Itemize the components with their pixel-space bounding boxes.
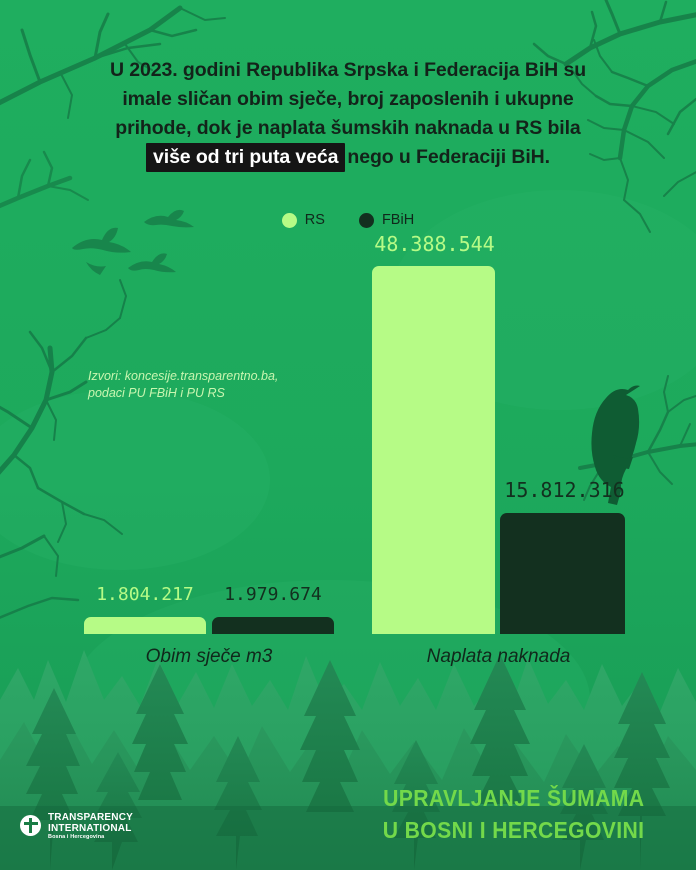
- transparency-international-logo[interactable]: TRANSPARENCY INTERNATIONAL Bosna i Herce…: [20, 812, 133, 841]
- footer-title-line-1: UPRAVLJANJE ŠUMAMA: [382, 785, 644, 811]
- bar-value-naplata-rs: 48.388.544: [374, 232, 495, 256]
- legend-dot-fbih-icon: [358, 212, 374, 228]
- footer-title: UPRAVLJANJE ŠUMAMA U BOSNI I HERCEGOVINI: [360, 782, 644, 846]
- legend-label-rs: RS: [304, 212, 325, 228]
- bar-value-naplata-fbih: 15.812.316: [504, 478, 625, 502]
- headline-line-4: više od tri puta veća nego u Federaciji B…: [50, 143, 646, 172]
- bar-value-obim-fbih: 1.979.674: [224, 584, 322, 605]
- category-label-naplata: Naplata naknada: [426, 646, 571, 667]
- legend-item-fbih[interactable]: FBiH: [358, 212, 415, 228]
- headline-line-3: prihode, dok je naplata šumskih naknada …: [115, 117, 581, 139]
- ti-emblem-icon: [20, 815, 41, 837]
- category-label-obim: Obim sječe m3: [145, 646, 273, 667]
- legend-label-fbih: FBiH: [381, 212, 415, 228]
- bar-value-obim-rs: 1.804.217: [96, 584, 194, 605]
- legend-item-rs[interactable]: RS: [281, 212, 325, 228]
- headline-line-2: imale sličan obim sječe, broj zaposlenih…: [122, 88, 574, 110]
- headline-line-1: U 2023. godini Republika Srpska i Federa…: [109, 59, 587, 81]
- bar-obim-rs[interactable]: [84, 617, 206, 634]
- logo-line-2: INTERNATIONAL: [48, 822, 132, 834]
- ti-wordmark: TRANSPARENCY INTERNATIONAL Bosna i Herce…: [48, 812, 133, 841]
- bar-obim-fbih[interactable]: [212, 617, 334, 634]
- footer-title-line-2: U BOSNI I HERCEGOVINI: [382, 817, 644, 843]
- chart-legend: RS FBiH: [0, 212, 696, 228]
- headline-line-4-rest: nego u Federaciji BiH.: [347, 146, 550, 168]
- bar-naplata-rs[interactable]: [372, 266, 495, 634]
- headline: U 2023. godini Republika Srpska i Federa…: [50, 56, 646, 172]
- logo-line-1: TRANSPARENCY: [48, 811, 133, 823]
- source-line-2: podaci PU FBiH i PU RS: [88, 386, 225, 400]
- source-line-1: Izvori: koncesije.transparentno.ba,: [88, 369, 279, 383]
- headline-highlight: više od tri puta veća: [146, 143, 346, 172]
- logo-line-3: Bosna i Hercegovina: [48, 833, 105, 840]
- bar-naplata-fbih[interactable]: [500, 513, 625, 634]
- source-note: Izvori: koncesije.transparentno.ba, poda…: [88, 368, 278, 402]
- legend-dot-rs-icon: [281, 212, 297, 228]
